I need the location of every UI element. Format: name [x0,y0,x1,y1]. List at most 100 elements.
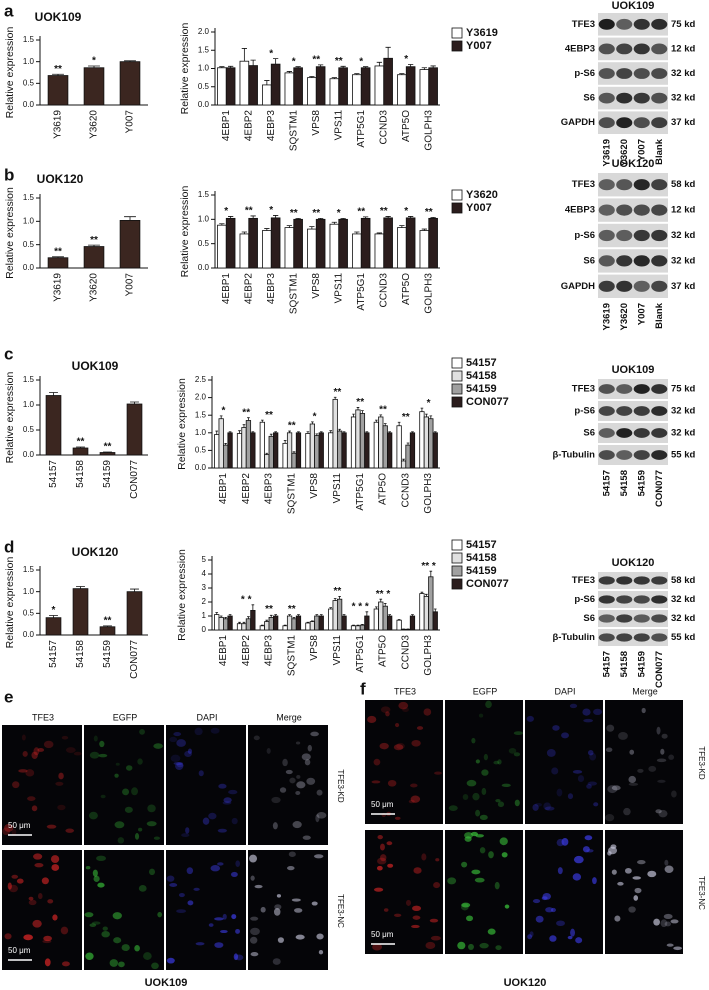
y-tick-label: 2.0 [195,393,207,402]
cell [115,762,120,766]
cell [101,930,110,938]
blot-band [616,179,633,191]
y-tick-label: 1.0 [195,428,207,437]
bar [374,65,385,106]
bar [47,257,69,269]
legend-swatch [451,552,463,564]
blot-band [633,204,650,216]
bar [47,75,69,106]
x-tick-label: Y3619 [53,110,64,139]
cell [556,788,563,797]
significance-label: ** [312,208,320,219]
cell [173,761,184,765]
blot-lane-label: Y3620 [619,139,630,166]
blot-band [633,179,650,191]
cell [549,935,557,942]
cell [377,857,387,865]
cell [102,926,108,931]
cell [55,781,64,786]
cell [487,928,496,935]
cell [57,804,66,811]
error-bar [286,225,292,228]
blot-lane-label: 54159 [636,470,647,496]
cell [52,914,58,921]
cell [166,957,175,964]
y-tick-label: 2 [202,597,207,606]
bar [396,619,402,631]
bar [332,398,338,469]
cell [220,929,228,934]
bar [419,593,425,631]
error-bar [274,431,278,433]
error-bar [309,76,315,78]
cell [146,821,157,827]
cell [250,927,260,936]
bar [432,432,438,469]
cell [577,775,585,783]
bar [72,447,89,456]
bar [405,444,411,469]
blot-band [598,406,615,416]
cell [292,821,302,829]
bar [350,416,357,469]
cell [112,912,122,920]
error-bar [219,223,225,226]
bar [264,454,270,469]
cell [556,920,565,927]
cell [379,843,385,851]
x-tick-label: Y3620 [89,273,100,302]
cell [38,893,43,900]
bar [264,621,270,631]
blot-strip [598,173,668,197]
bar [355,409,361,469]
cell [481,787,487,796]
blot-title: UOK109 [612,364,655,376]
blot-band [651,280,668,292]
cell [169,736,178,743]
cell [413,867,422,874]
bar [359,413,366,469]
x-tick-label: VPS8 [311,110,322,136]
bar [314,615,320,631]
bar [214,434,220,469]
cell [542,893,551,900]
blot-band [616,614,633,623]
error-bar [340,217,346,220]
cell [235,860,241,867]
blot-band [616,280,633,292]
cell [44,958,51,967]
error-bar [297,614,300,616]
bar [259,625,265,631]
cell [184,750,192,758]
cell [472,792,480,801]
cell [266,747,271,754]
bar [218,617,224,631]
cell [99,740,105,748]
significance-label: ** [425,207,433,218]
channel-label: DAPI [196,712,217,722]
cell [91,921,101,925]
bar [318,615,324,631]
cell [249,936,258,944]
cell [641,707,646,714]
bar [355,625,361,631]
legend-label: 54158 [466,552,497,564]
cell [408,799,415,804]
cell [668,754,675,760]
significance-label: ** [334,387,342,398]
error-bar [264,80,270,85]
error-bar [315,614,319,616]
channel-label: EGFP [473,686,498,696]
bar [360,217,371,269]
bar [225,217,236,269]
cell-line-label: UOK120 [504,977,547,989]
legend-label: 54159 [466,383,497,395]
cell [153,836,160,840]
blot-protein: β-Tubulin [552,450,595,461]
bar [419,69,430,106]
condition-label: TFE3-KD [336,769,345,803]
error-bar [338,428,341,432]
cell [181,833,190,838]
cell [187,748,193,754]
cell [606,724,615,732]
